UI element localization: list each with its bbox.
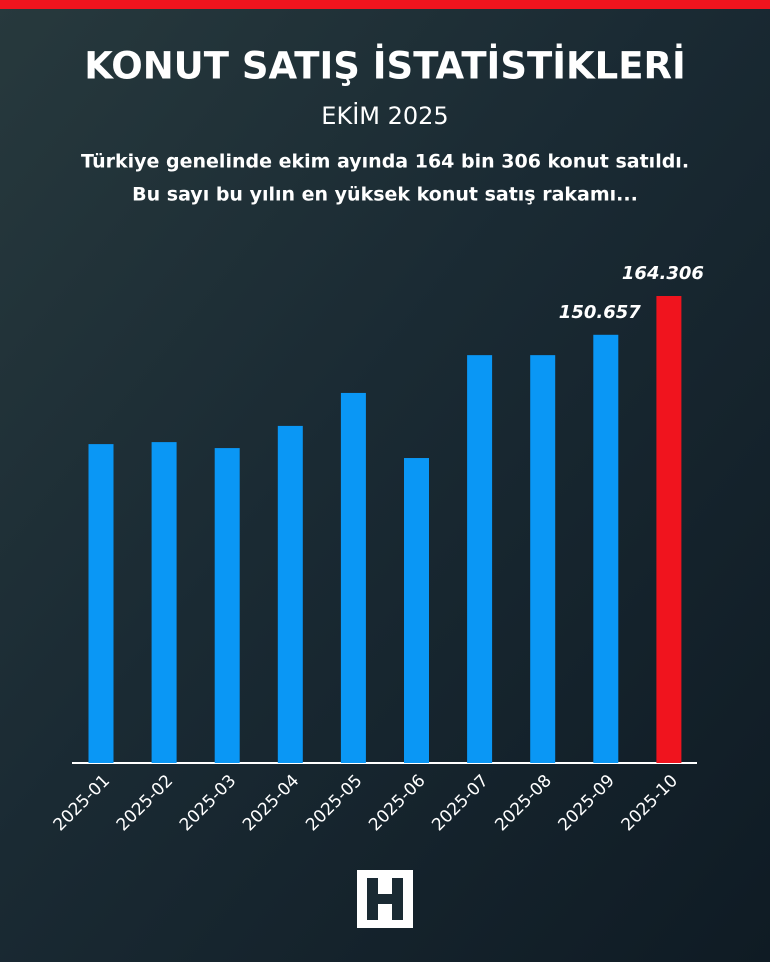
description-line: Bu sayı bu yılın en yüksek konut satış r…	[132, 184, 638, 206]
logo-stroke	[378, 894, 392, 904]
value-label: 150.657	[559, 302, 641, 323]
bar	[214, 448, 240, 763]
value-label: 164.306	[622, 263, 704, 284]
bar	[530, 355, 556, 763]
chart-title: KONUT SATIŞ İSTATİSTİKLERİ	[84, 44, 686, 88]
top-stripe	[0, 0, 770, 9]
bar	[340, 392, 366, 763]
description-line: Türkiye genelinde ekim ayında 164 bin 30…	[81, 151, 689, 173]
bar	[277, 425, 303, 763]
logo-stroke	[392, 878, 403, 920]
logo	[357, 870, 413, 928]
logo-stroke	[367, 878, 378, 920]
bar	[404, 458, 429, 763]
bar	[656, 296, 682, 763]
bar	[88, 444, 114, 763]
chart-subtitle: EKİM 2025	[321, 101, 448, 130]
bar	[593, 334, 619, 763]
bar	[151, 442, 177, 763]
bar	[467, 355, 493, 763]
